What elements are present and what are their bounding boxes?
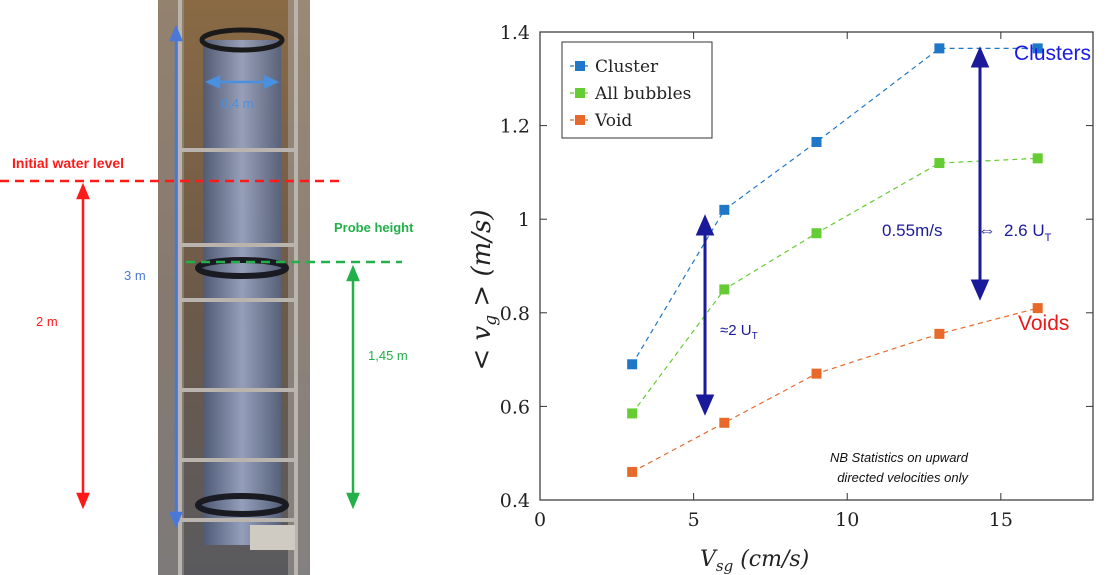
probe-distance-arrow [346,264,360,510]
x-tick-label: 5 [688,509,700,531]
data-point-1-2 [811,228,822,239]
speed-label: 0.55m/s [882,221,942,240]
cluster-void-gap-arrow-left [695,214,715,416]
data-point-0-0 [627,359,638,370]
y-tick-label: 0.4 [500,490,530,512]
y-tick-label: 1.4 [500,22,530,44]
clusters-label: Clusters [1014,42,1091,65]
x-axis-label: Vsg (cm/s) [700,547,809,575]
series-line-0 [631,47,1038,365]
legend-label-0: Cluster [595,57,659,77]
data-point-1-3 [934,158,945,169]
bubble-column-photo: 3 m 0,4 m Initial water level 2 m Probe … [0,0,414,575]
legend-label-2: Void [594,111,632,131]
x-tick-label: 0 [534,509,546,531]
note-line-1: NB Statistics on upward [830,450,969,465]
data-point-2-1 [719,417,730,428]
probe-distance-label: 1,45 m [368,348,408,363]
column-tube [203,40,281,545]
data-point-2-4 [1032,303,1043,314]
note-line-2: directed velocities only [837,470,969,485]
water-depth-label: 2 m [36,314,58,329]
cluster-void-gap-arrow-right [970,46,990,301]
ratio-left-label: ≈2 UT [720,322,758,342]
data-point-2-0 [627,466,638,477]
legend: Cluster All bubbles Void [561,41,713,139]
y-tick-label: 1.2 [500,116,530,138]
data-point-2-2 [811,368,822,379]
scaffold-frame [178,0,298,575]
data-point-0-1 [719,204,730,215]
legend-label-1: All bubbles [594,84,691,104]
column-height-arrow [169,24,183,529]
legend-box [561,41,713,139]
probe-height-label: Probe height [334,220,414,235]
column-height-label: 3 m [124,268,146,283]
plot-frame [539,31,1094,501]
diameter-label: 0,4 m [221,96,254,111]
y-tick-label: 1 [518,209,530,231]
y-tick-label: 0.6 [500,396,530,418]
water-level-label: Initial water level [12,155,124,171]
legend-marker-2 [575,115,585,125]
data-point-1-0 [627,408,638,419]
y-tick-label: 0.8 [500,303,530,325]
data-point-0-4 [1032,43,1043,54]
voids-label: Voids [1018,312,1069,335]
data-point-2-3 [934,328,945,339]
data-point-0-3 [934,43,945,54]
ratio-right-label: 2.6 UT [1004,221,1052,244]
legend-marker-1 [575,88,585,98]
velocity-chart: 0.4 0.6 0.8 1 1.2 1.4 0 5 10 15 Cluster All bubble… [467,22,1094,575]
x-tick-label: 15 [989,509,1013,531]
equivalence-icon: ⇔ [978,220,996,240]
y-axis-label: < vg > (m/s) [467,210,501,371]
legend-marker-0 [575,61,585,71]
diameter-arrow [204,75,280,89]
data-point-0-2 [811,136,822,147]
series-line-2 [631,307,1038,473]
x-tick-label: 10 [835,509,859,531]
data-point-1-1 [719,284,730,295]
data-point-1-4 [1032,153,1043,164]
water-depth-arrow [76,182,90,510]
